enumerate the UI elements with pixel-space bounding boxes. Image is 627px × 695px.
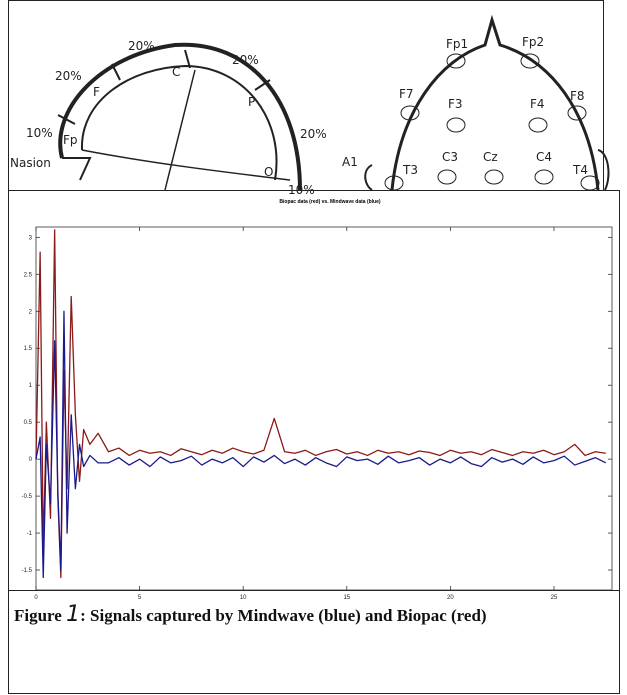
y-tick-label: -1.5: [22, 568, 33, 574]
diagram-label: 10%: [26, 126, 53, 140]
diagram-label: 10%: [288, 183, 315, 197]
x-tick-label: 10: [240, 595, 247, 601]
diagram-label: P: [248, 95, 255, 109]
electrode-label: A1: [342, 155, 358, 169]
caption-text: : Signals captured by Mindwave (blue) an…: [80, 606, 487, 625]
caption: Figure 1: Signals captured by Mindwave (…: [14, 596, 619, 634]
signal-line: [35, 229, 606, 579]
diagram-label: C: [172, 65, 180, 79]
plot-area: [35, 226, 613, 591]
electrode-label: F4: [530, 97, 545, 111]
diagram-label: F: [93, 85, 100, 99]
x-tick-label: 25: [551, 595, 558, 601]
diagram-label: 20%: [128, 39, 155, 53]
y-tick-label: -0.5: [22, 494, 33, 500]
y-tick-label: 0.5: [24, 420, 33, 426]
caption-label: Figure: [14, 606, 62, 625]
electrode-label: T4: [572, 163, 588, 177]
electrode-label: T3: [402, 163, 418, 177]
x-tick-label: 15: [343, 595, 350, 601]
y-tick-label: 1.5: [24, 346, 33, 352]
x-tick-label: 20: [447, 595, 454, 601]
chart-frame: [8, 190, 620, 591]
electrode-label: F8: [570, 89, 585, 103]
chart-title: Biopac data (red) vs. Mindwave data (blu…: [279, 199, 380, 205]
x-tick-label: 0: [34, 595, 38, 601]
diagram-label: 20%: [300, 127, 327, 141]
y-tick-label: 2: [29, 309, 33, 315]
diagram-label: O: [264, 165, 273, 179]
y-tick-label: -1: [27, 531, 33, 537]
electrode-label: C4: [536, 150, 552, 164]
electrode-label: Fp1: [446, 37, 468, 51]
y-tick-label: 2.5: [24, 272, 33, 278]
electrode-label: Cz: [483, 150, 498, 164]
diagram-label: 20%: [55, 69, 82, 83]
top-head: [364, 14, 610, 191]
diagram-label: Fp: [63, 133, 78, 147]
caption-number: 1: [66, 602, 81, 627]
y-tick-label: 3: [29, 235, 33, 241]
electrode-label: F3: [448, 97, 463, 111]
x-tick-label: 5: [138, 595, 142, 601]
electrode-label: F7: [399, 87, 414, 101]
y-tick-label: 1: [29, 383, 33, 389]
y-tick-label: 0: [29, 457, 33, 463]
signal-line: [35, 310, 607, 579]
electrode-label: C3: [442, 150, 458, 164]
diagram-label: 20%: [232, 53, 259, 67]
side-head: [57, 42, 302, 191]
electrode-label: Fp2: [522, 35, 544, 49]
diagram-label: Nasion: [10, 156, 51, 170]
